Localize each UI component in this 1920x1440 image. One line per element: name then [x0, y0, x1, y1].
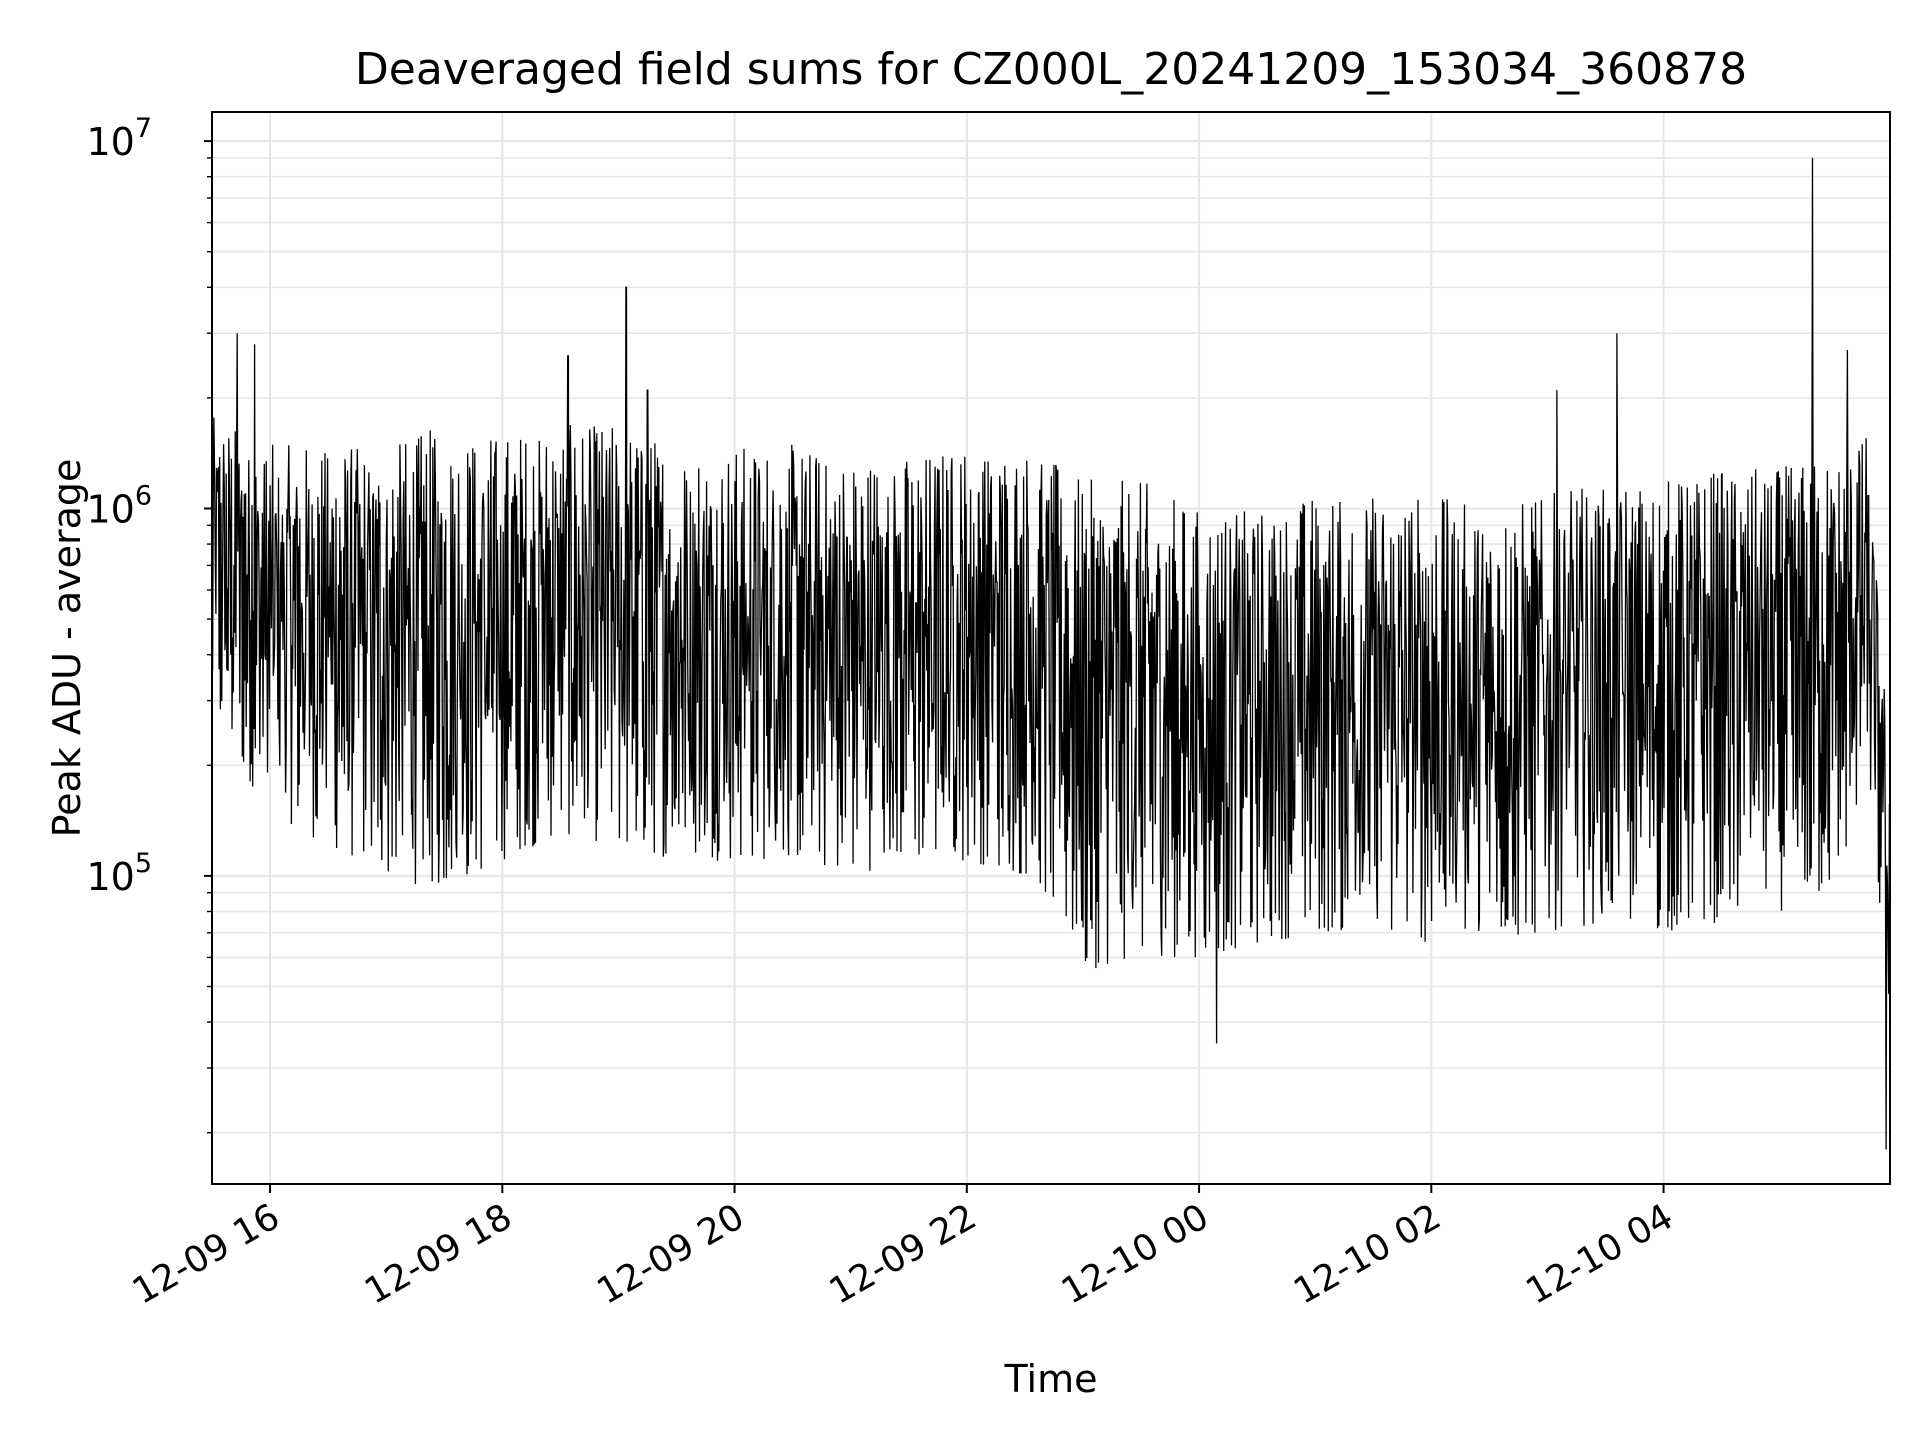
y-axis-ticks: 105 106 107: [86, 113, 212, 1134]
chart-title: Deaveraged field sums for CZ000L_2024120…: [355, 44, 1747, 95]
y-tick-label: 106: [86, 480, 152, 531]
plot-frame: [211, 111, 1891, 1185]
x-axis-label: Time: [1004, 1357, 1098, 1401]
series-0-line: [211, 157, 1891, 1150]
y-axis-label: Peak ADU - average: [45, 459, 89, 838]
y-tick-label: 105: [86, 848, 152, 899]
y-tick-label: 107: [86, 113, 152, 164]
series-line: [211, 157, 1891, 1150]
